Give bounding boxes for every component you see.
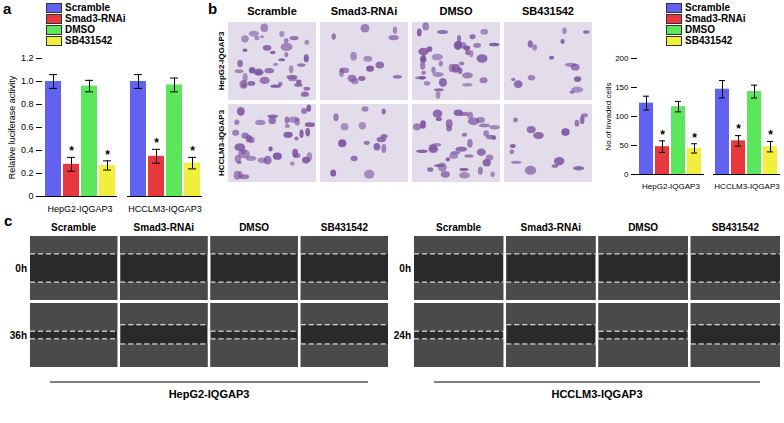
- svg-text:*: *: [736, 122, 741, 136]
- svg-text:100: 100: [615, 112, 629, 121]
- svg-text:*: *: [768, 128, 773, 142]
- html-text:Scramble: Scramble: [685, 2, 730, 13]
- svg-text:SB431542: SB431542: [321, 222, 369, 233]
- svg-text:Scramble: Scramble: [51, 222, 96, 233]
- svg-text:1.0: 1.0: [21, 76, 34, 86]
- svg-text:1.2: 1.2: [21, 53, 34, 63]
- svg-text:DMSO: DMSO: [628, 222, 658, 233]
- svg-text:Smad3-RNAi: Smad3-RNAi: [521, 222, 582, 233]
- svg-text:0h: 0h: [15, 263, 27, 274]
- svg-text:0.6: 0.6: [21, 122, 34, 132]
- svg-text:b: b: [208, 0, 217, 17]
- svg-text:c: c: [4, 212, 12, 229]
- svg-text:0.8: 0.8: [21, 99, 34, 109]
- svg-text:0: 0: [28, 191, 33, 201]
- svg-text:Smad3-RNAi: Smad3-RNAi: [134, 222, 195, 233]
- svg-text:36h: 36h: [10, 330, 27, 341]
- svg-text:0: 0: [624, 170, 629, 179]
- svg-text:Relative luciferase activity: Relative luciferase activity: [7, 75, 17, 179]
- svg-text:DMSO: DMSO: [440, 5, 473, 17]
- svg-text:24h: 24h: [394, 330, 411, 341]
- svg-text:a: a: [3, 0, 12, 17]
- svg-text:0.2: 0.2: [21, 168, 34, 178]
- svg-text:*: *: [154, 136, 159, 150]
- svg-text:HCCLM3-IQGAP3: HCCLM3-IQGAP3: [217, 109, 226, 176]
- svg-text:HCCLM3-IQGAP3: HCCLM3-IQGAP3: [714, 182, 780, 191]
- html-text:Smad3-RNAi: Smad3-RNAi: [685, 13, 746, 24]
- html-text:SB431542: SB431542: [65, 35, 113, 46]
- html-text:Smad3-RNAi: Smad3-RNAi: [65, 13, 126, 24]
- svg-text:SB431542: SB431542: [522, 5, 574, 17]
- svg-text:HepG2-IQGAP3: HepG2-IQGAP3: [642, 182, 700, 191]
- svg-text:150: 150: [615, 83, 629, 92]
- svg-text:SB431542: SB431542: [712, 222, 760, 233]
- svg-text:Scramble: Scramble: [247, 5, 297, 17]
- html-text:DMSO: DMSO: [65, 24, 95, 35]
- html-text:Scramble: Scramble: [65, 2, 110, 13]
- svg-text:No.of Invaded cells: No.of Invaded cells: [604, 82, 613, 150]
- svg-text:0.4: 0.4: [21, 145, 34, 155]
- svg-text:HepG2-IQGAP3: HepG2-IQGAP3: [169, 388, 250, 400]
- svg-text:Smad3-RNAi: Smad3-RNAi: [331, 5, 398, 17]
- html-text:SB431542: SB431542: [685, 35, 733, 46]
- svg-text:*: *: [660, 128, 665, 142]
- svg-text:HepG2-IQGAP3: HepG2-IQGAP3: [217, 31, 226, 90]
- svg-text:HCCLM3-IQGAP3: HCCLM3-IQGAP3: [551, 388, 642, 400]
- svg-text:DMSO: DMSO: [239, 222, 269, 233]
- svg-text:*: *: [190, 144, 195, 158]
- svg-text:HepG2-IQGAP3: HepG2-IQGAP3: [47, 204, 112, 214]
- html-text:DMSO: DMSO: [685, 24, 715, 35]
- svg-text:*: *: [105, 148, 110, 162]
- svg-text:HCCLM3-IQGAP3: HCCLM3-IQGAP3: [128, 204, 202, 214]
- svg-text:*: *: [69, 144, 74, 158]
- svg-text:50: 50: [620, 141, 629, 150]
- svg-text:200: 200: [615, 54, 629, 63]
- svg-text:Scramble: Scramble: [436, 222, 481, 233]
- svg-text:*: *: [692, 131, 697, 145]
- svg-text:0h: 0h: [399, 263, 411, 274]
